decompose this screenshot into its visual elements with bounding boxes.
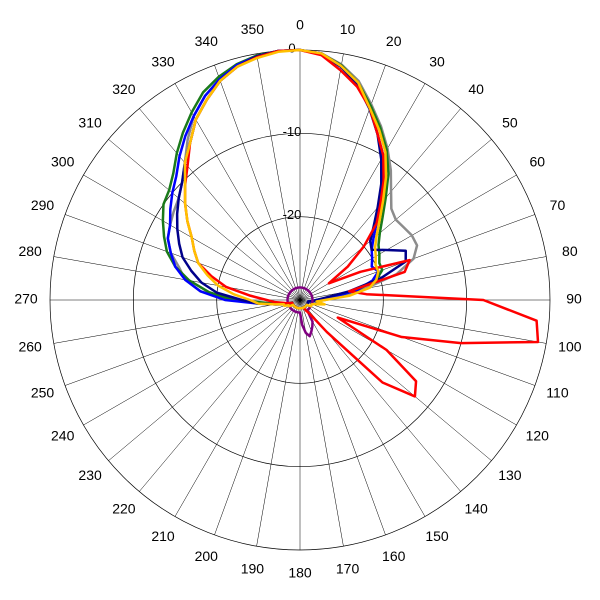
angle-label: 220 (112, 501, 136, 517)
angle-label: 20 (386, 33, 402, 49)
spoke (139, 299, 301, 492)
spoke (256, 53, 301, 301)
angle-label: 230 (78, 467, 102, 483)
angle-label: 120 (526, 428, 550, 444)
spoke (299, 299, 426, 517)
spoke (108, 299, 301, 461)
angle-label: 310 (78, 115, 102, 131)
series-line (286, 286, 314, 338)
angle-label: 0 (296, 17, 304, 33)
angle-label: 330 (151, 53, 175, 69)
spoke (139, 108, 301, 301)
angle-label: 40 (468, 81, 484, 97)
angle-label: 200 (195, 548, 219, 564)
spoke (53, 256, 301, 301)
angle-label: 320 (112, 81, 136, 97)
angle-label: 240 (51, 428, 75, 444)
angle-label: 170 (336, 561, 360, 577)
angle-label: 160 (382, 548, 406, 564)
spoke (299, 83, 426, 301)
angle-label: 290 (31, 197, 55, 213)
spoke (108, 139, 301, 301)
series-line (183, 48, 388, 310)
angle-label: 90 (566, 291, 582, 307)
angle-label: 110 (546, 384, 569, 400)
radial-label: -10 (283, 124, 302, 139)
spoke (299, 299, 386, 536)
spoke (299, 174, 517, 301)
angle-label: 70 (550, 197, 566, 213)
angle-label: 280 (18, 243, 42, 259)
angle-label: 150 (425, 528, 449, 544)
angle-label: 60 (530, 154, 546, 170)
spoke (299, 299, 547, 344)
spoke (256, 299, 301, 547)
spoke (214, 64, 301, 301)
angle-label: 190 (241, 561, 265, 577)
angle-label: 50 (502, 115, 518, 131)
angle-label: 180 (288, 565, 312, 581)
spoke (299, 299, 536, 386)
angle-label: 270 (14, 291, 38, 307)
series-line (166, 48, 385, 310)
series-line (183, 48, 540, 398)
series-line (161, 48, 390, 310)
spoke (83, 299, 301, 426)
spoke (299, 214, 536, 301)
angle-label: 100 (558, 338, 582, 354)
spoke (53, 299, 301, 344)
ring (216, 216, 384, 384)
spoke (174, 299, 301, 517)
spoke (299, 299, 517, 426)
angle-label: 250 (31, 384, 55, 400)
angle-label: 300 (51, 154, 75, 170)
angle-label: 80 (562, 243, 578, 259)
angle-label: 30 (429, 53, 445, 69)
angle-label: 10 (340, 21, 356, 37)
spoke (64, 299, 301, 386)
spoke (299, 53, 344, 301)
radial-label: 0 (288, 40, 295, 55)
spoke (214, 299, 301, 536)
angle-label: 350 (241, 21, 265, 37)
angle-label: 130 (498, 467, 522, 483)
angle-label: 210 (151, 528, 175, 544)
spoke (299, 299, 344, 547)
angle-label: 260 (18, 338, 42, 354)
radial-label: -20 (283, 207, 302, 222)
angle-label: 340 (195, 33, 219, 49)
angle-label: 140 (464, 501, 488, 517)
spoke (299, 299, 492, 461)
